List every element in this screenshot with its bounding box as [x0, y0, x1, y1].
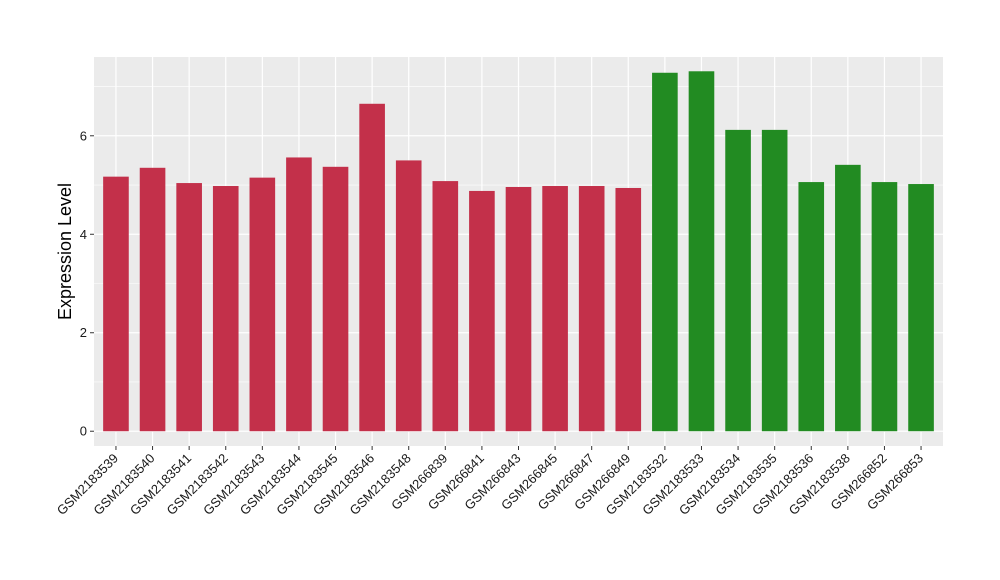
bar-GSM266852 [871, 182, 898, 432]
bar-GSM2183540 [139, 167, 166, 432]
bar-GSM266847 [578, 186, 605, 432]
y-tick-label: 6 [80, 128, 87, 143]
bar-GSM2183535 [761, 129, 788, 432]
bar-GSM2183541 [176, 183, 202, 432]
y-tick-label: 4 [80, 227, 87, 242]
bar-GSM2183548 [395, 160, 422, 432]
bar-GSM266839 [432, 181, 459, 432]
bar-GSM2183546 [359, 103, 385, 432]
bars [103, 71, 934, 432]
y-axis: 0 2 4 6 [80, 128, 94, 439]
bar-GSM2183534 [725, 129, 751, 432]
bar-GSM2183538 [835, 164, 861, 432]
bar-GSM266841 [469, 190, 495, 432]
bar-GSM2183544 [286, 157, 312, 432]
bar-GSM2183545 [322, 166, 349, 432]
x-axis: GSM2183539GSM2183540GSM2183541GSM2183542… [54, 446, 926, 518]
bar-GSM266849 [615, 187, 642, 432]
bar-GSM2183543 [249, 177, 276, 432]
bar-GSM2183542 [212, 186, 239, 432]
bar-GSM266845 [542, 186, 568, 432]
bar-GSM2183536 [798, 182, 825, 432]
bar-GSM2183532 [652, 72, 678, 432]
bar-GSM266843 [505, 186, 532, 432]
y-tick-label: 2 [80, 325, 87, 340]
y-tick-label: 0 [80, 424, 87, 439]
bar-GSM2183533 [688, 71, 715, 432]
bar-GSM266853 [908, 184, 934, 432]
bar-GSM2183539 [103, 176, 129, 432]
y-axis-title: Expression Level [55, 183, 75, 320]
